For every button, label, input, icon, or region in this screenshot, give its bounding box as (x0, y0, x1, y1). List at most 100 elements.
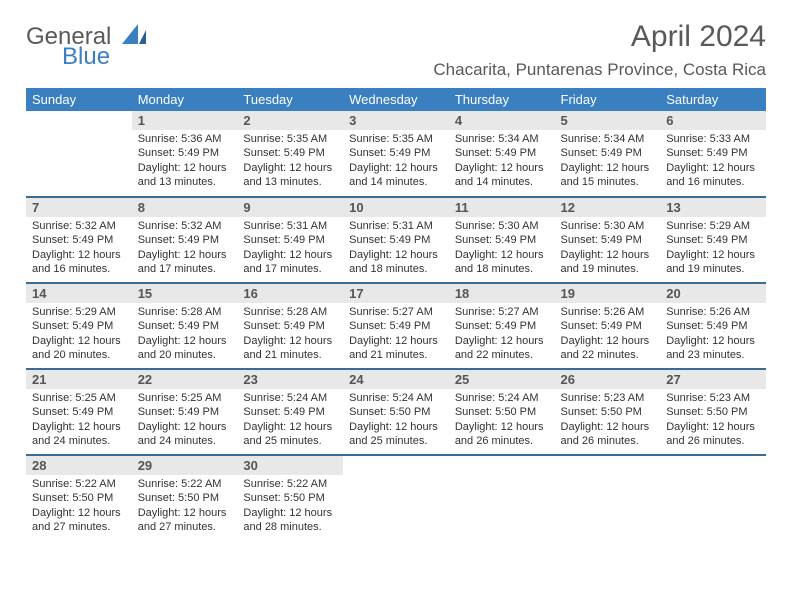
day-details: Sunrise: 5:22 AMSunset: 5:50 PMDaylight:… (132, 475, 238, 538)
calendar-day-cell: 2Sunrise: 5:35 AMSunset: 5:49 PMDaylight… (237, 111, 343, 197)
day-detail-line: Sunset: 5:50 PM (666, 405, 760, 419)
calendar-day-cell: . (449, 455, 555, 541)
day-detail-line: Sunset: 5:50 PM (138, 491, 232, 505)
day-detail-line: Daylight: 12 hours (32, 334, 126, 348)
day-number: 26 (555, 370, 661, 389)
day-detail-line: and 24 minutes. (32, 434, 126, 448)
day-detail-line: Daylight: 12 hours (243, 161, 337, 175)
day-detail-line: and 25 minutes. (243, 434, 337, 448)
day-detail-line: Sunrise: 5:24 AM (455, 391, 549, 405)
day-detail-line: Sunrise: 5:36 AM (138, 132, 232, 146)
day-details: Sunrise: 5:24 AMSunset: 5:50 PMDaylight:… (449, 389, 555, 452)
day-number: 19 (555, 284, 661, 303)
calendar-day-cell: 15Sunrise: 5:28 AMSunset: 5:49 PMDayligh… (132, 283, 238, 369)
day-detail-line: and 20 minutes. (138, 348, 232, 362)
day-detail-line: and 27 minutes. (32, 520, 126, 534)
day-detail-line: and 22 minutes. (455, 348, 549, 362)
day-number: 29 (132, 456, 238, 475)
day-number: 17 (343, 284, 449, 303)
calendar-day-cell: 8Sunrise: 5:32 AMSunset: 5:49 PMDaylight… (132, 197, 238, 283)
day-detail-line: Daylight: 12 hours (138, 161, 232, 175)
day-detail-line: Sunset: 5:50 PM (561, 405, 655, 419)
day-detail-line: Daylight: 12 hours (138, 506, 232, 520)
day-details: Sunrise: 5:35 AMSunset: 5:49 PMDaylight:… (237, 130, 343, 193)
calendar-week-row: 14Sunrise: 5:29 AMSunset: 5:49 PMDayligh… (26, 283, 766, 369)
day-detail-line: Sunrise: 5:24 AM (349, 391, 443, 405)
day-number: 3 (343, 111, 449, 130)
day-number: 2 (237, 111, 343, 130)
day-number: 8 (132, 198, 238, 217)
calendar-page: General Blue April 2024 Chacarita, Punta… (0, 0, 792, 561)
day-detail-line: and 19 minutes. (666, 262, 760, 276)
day-number: 18 (449, 284, 555, 303)
day-detail-line: and 28 minutes. (243, 520, 337, 534)
day-detail-line: Daylight: 12 hours (349, 248, 443, 262)
day-detail-line: Daylight: 12 hours (349, 334, 443, 348)
day-detail-line: Daylight: 12 hours (243, 334, 337, 348)
logo-sail-icon (122, 24, 148, 49)
day-detail-line: Daylight: 12 hours (243, 248, 337, 262)
day-detail-line: Sunrise: 5:31 AM (243, 219, 337, 233)
day-detail-line: Daylight: 12 hours (138, 334, 232, 348)
day-detail-line: and 13 minutes. (243, 175, 337, 189)
day-detail-line: and 24 minutes. (138, 434, 232, 448)
calendar-day-cell: 19Sunrise: 5:26 AMSunset: 5:49 PMDayligh… (555, 283, 661, 369)
day-detail-line: and 21 minutes. (349, 348, 443, 362)
day-number: 21 (26, 370, 132, 389)
day-details: Sunrise: 5:32 AMSunset: 5:49 PMDaylight:… (132, 217, 238, 280)
calendar-table: Sunday Monday Tuesday Wednesday Thursday… (26, 88, 766, 541)
day-detail-line: and 22 minutes. (561, 348, 655, 362)
day-detail-line: Sunset: 5:49 PM (138, 405, 232, 419)
day-detail-line: Sunset: 5:49 PM (455, 146, 549, 160)
day-detail-line: Sunrise: 5:22 AM (243, 477, 337, 491)
calendar-day-cell: 18Sunrise: 5:27 AMSunset: 5:49 PMDayligh… (449, 283, 555, 369)
day-detail-line: Sunset: 5:49 PM (243, 319, 337, 333)
day-details: Sunrise: 5:28 AMSunset: 5:49 PMDaylight:… (132, 303, 238, 366)
day-details: Sunrise: 5:35 AMSunset: 5:49 PMDaylight:… (343, 130, 449, 193)
day-details: Sunrise: 5:31 AMSunset: 5:49 PMDaylight:… (343, 217, 449, 280)
calendar-day-cell: 13Sunrise: 5:29 AMSunset: 5:49 PMDayligh… (660, 197, 766, 283)
weekday-header: Sunday (26, 88, 132, 111)
day-detail-line: Sunset: 5:49 PM (32, 405, 126, 419)
month-title: April 2024 (433, 20, 766, 54)
calendar-week-row: 7Sunrise: 5:32 AMSunset: 5:49 PMDaylight… (26, 197, 766, 283)
day-details: Sunrise: 5:29 AMSunset: 5:49 PMDaylight:… (26, 303, 132, 366)
day-detail-line: Sunrise: 5:25 AM (138, 391, 232, 405)
day-detail-line: Sunset: 5:49 PM (349, 319, 443, 333)
day-detail-line: Sunset: 5:50 PM (243, 491, 337, 505)
day-detail-line: Sunrise: 5:27 AM (455, 305, 549, 319)
calendar-week-row: 21Sunrise: 5:25 AMSunset: 5:49 PMDayligh… (26, 369, 766, 455)
day-details: Sunrise: 5:23 AMSunset: 5:50 PMDaylight:… (660, 389, 766, 452)
day-detail-line: Daylight: 12 hours (455, 161, 549, 175)
day-detail-line: Sunrise: 5:31 AM (349, 219, 443, 233)
day-number: 23 (237, 370, 343, 389)
day-detail-line: Daylight: 12 hours (349, 161, 443, 175)
day-detail-line: Sunrise: 5:24 AM (243, 391, 337, 405)
day-detail-line: Daylight: 12 hours (349, 420, 443, 434)
calendar-day-cell: 28Sunrise: 5:22 AMSunset: 5:50 PMDayligh… (26, 455, 132, 541)
calendar-day-cell: 14Sunrise: 5:29 AMSunset: 5:49 PMDayligh… (26, 283, 132, 369)
day-detail-line: Daylight: 12 hours (32, 506, 126, 520)
day-number: 15 (132, 284, 238, 303)
day-detail-line: Sunset: 5:49 PM (349, 146, 443, 160)
day-detail-line: Sunrise: 5:34 AM (455, 132, 549, 146)
day-details: Sunrise: 5:24 AMSunset: 5:49 PMDaylight:… (237, 389, 343, 452)
day-detail-line: Daylight: 12 hours (561, 420, 655, 434)
day-detail-line: Daylight: 12 hours (243, 420, 337, 434)
day-detail-line: Daylight: 12 hours (666, 161, 760, 175)
day-detail-line: and 15 minutes. (561, 175, 655, 189)
day-detail-line: Sunset: 5:50 PM (349, 405, 443, 419)
day-detail-line: Sunset: 5:49 PM (666, 146, 760, 160)
day-detail-line: and 13 minutes. (138, 175, 232, 189)
day-detail-line: Daylight: 12 hours (666, 420, 760, 434)
day-details: Sunrise: 5:23 AMSunset: 5:50 PMDaylight:… (555, 389, 661, 452)
day-detail-line: Daylight: 12 hours (32, 248, 126, 262)
day-detail-line: Sunset: 5:49 PM (666, 233, 760, 247)
day-detail-line: Sunrise: 5:26 AM (666, 305, 760, 319)
calendar-day-cell: . (555, 455, 661, 541)
day-detail-line: Sunrise: 5:25 AM (32, 391, 126, 405)
day-number: 27 (660, 370, 766, 389)
day-detail-line: Sunset: 5:49 PM (138, 146, 232, 160)
calendar-day-cell: 3Sunrise: 5:35 AMSunset: 5:49 PMDaylight… (343, 111, 449, 197)
day-details: Sunrise: 5:27 AMSunset: 5:49 PMDaylight:… (343, 303, 449, 366)
